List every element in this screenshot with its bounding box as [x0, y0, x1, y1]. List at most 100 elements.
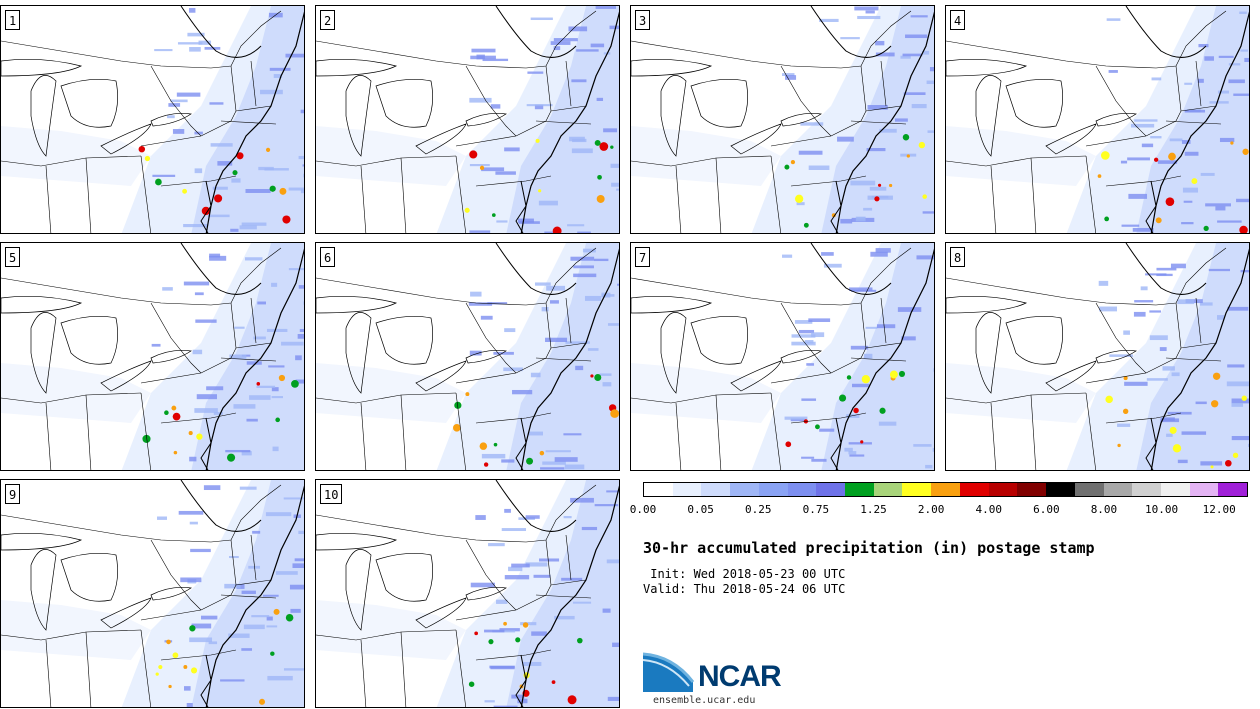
precip-streak — [568, 26, 588, 32]
atlantic-coastline — [835, 248, 934, 470]
precip-streak — [863, 207, 873, 211]
precip-cell — [874, 196, 880, 202]
precip-streak — [194, 292, 204, 296]
precip-streak — [229, 354, 247, 360]
atlantic-coastline — [205, 11, 304, 233]
precip-cell — [227, 453, 236, 462]
colorbar-swatch — [959, 483, 989, 496]
colorbar-tick-label: 0.00 — [629, 503, 657, 516]
precip-streak — [189, 456, 197, 462]
precip-streak — [850, 345, 869, 350]
lake-huron — [1005, 316, 1063, 365]
precip-cell — [189, 625, 196, 632]
boundary-line — [1, 277, 212, 306]
precip-west-area — [1, 363, 151, 423]
precip-cell — [860, 440, 864, 444]
colorbar-swatch — [787, 483, 817, 496]
map-panel: 5 — [0, 242, 305, 471]
precip-streak — [503, 367, 523, 372]
precip-streak — [913, 444, 932, 447]
precip-streak — [784, 416, 808, 420]
precip-cell — [889, 370, 898, 379]
precip-streak — [190, 548, 211, 553]
lake-ontario — [780, 349, 822, 364]
precip-streak — [256, 385, 276, 388]
precip-streak — [903, 92, 926, 95]
lake-michigan — [345, 312, 372, 394]
precip-streak — [167, 115, 175, 119]
precip-cell — [469, 150, 478, 159]
precip-streak — [565, 341, 590, 344]
precip-streak — [157, 516, 168, 520]
precip-cell — [785, 441, 792, 448]
precip-streak — [1200, 172, 1215, 176]
precip-streak — [271, 387, 279, 392]
precip-cell — [468, 681, 475, 687]
precip-streak — [850, 180, 876, 186]
lake-superior — [1, 533, 83, 551]
lake-superior — [631, 296, 713, 314]
precip-streak — [1239, 11, 1247, 14]
precip-streak — [302, 164, 304, 167]
boundary-line — [250, 534, 257, 581]
colorbar-swatch — [816, 483, 846, 496]
precip-streak — [192, 349, 203, 355]
precip-streak — [1098, 280, 1109, 286]
precip-cell — [270, 651, 275, 656]
lake-erie — [100, 360, 152, 392]
boundary-line — [790, 175, 867, 187]
precip-west-area — [946, 363, 1096, 423]
precip-streak — [848, 451, 857, 455]
precip-cell — [888, 183, 893, 188]
precip-streak — [294, 558, 304, 562]
precip-streak — [501, 528, 527, 532]
precip-streak — [607, 323, 619, 326]
precip-streak — [1151, 77, 1162, 81]
precip-streak — [782, 254, 793, 258]
chesapeake-bay — [1145, 180, 1157, 233]
precip-streak — [209, 253, 221, 258]
precip-cell — [183, 664, 188, 669]
precip-streak — [1133, 311, 1146, 317]
atlantic-coastline — [835, 11, 934, 233]
precip-streak — [1109, 354, 1134, 357]
precip-streak — [470, 291, 482, 297]
precip-cell — [861, 374, 871, 384]
boundary-line — [1085, 392, 1097, 470]
lake-ontario — [150, 349, 192, 364]
precip-streak — [538, 200, 558, 206]
precip-cell — [155, 178, 162, 186]
precip-streak — [496, 599, 508, 604]
precip-west-area — [316, 600, 466, 660]
colorbar-tick-label: 0.25 — [744, 503, 772, 516]
boundary-line — [840, 247, 912, 306]
precip-cell — [1212, 372, 1221, 380]
boundary-line — [210, 10, 282, 69]
precip-cell — [879, 407, 886, 414]
lake-huron — [1005, 79, 1063, 128]
precip-streak — [288, 268, 304, 271]
colorbar-swatch — [672, 483, 702, 496]
precip-streak — [243, 624, 265, 630]
st-lawrence-river — [1125, 243, 1207, 295]
precip-streak — [846, 414, 860, 418]
precip-streak — [217, 161, 233, 166]
precip-streak — [1117, 423, 1131, 427]
precip-streak — [554, 457, 578, 462]
precip-streak — [794, 320, 813, 324]
precip-cell — [172, 412, 181, 421]
precip-cell — [479, 442, 488, 450]
precip-cell — [166, 639, 171, 645]
precip-streak — [901, 336, 916, 341]
precip-streak — [875, 52, 895, 57]
precip-streak — [469, 97, 492, 103]
precip-streak — [611, 182, 619, 187]
precip-streak — [573, 265, 594, 269]
boundary-line — [475, 412, 552, 424]
precip-cell — [285, 613, 294, 622]
precip-streak — [469, 350, 482, 356]
precip-streak — [1218, 55, 1234, 58]
precip-streak — [1181, 431, 1207, 435]
precip-streak — [283, 497, 304, 500]
precip-streak — [480, 315, 493, 320]
